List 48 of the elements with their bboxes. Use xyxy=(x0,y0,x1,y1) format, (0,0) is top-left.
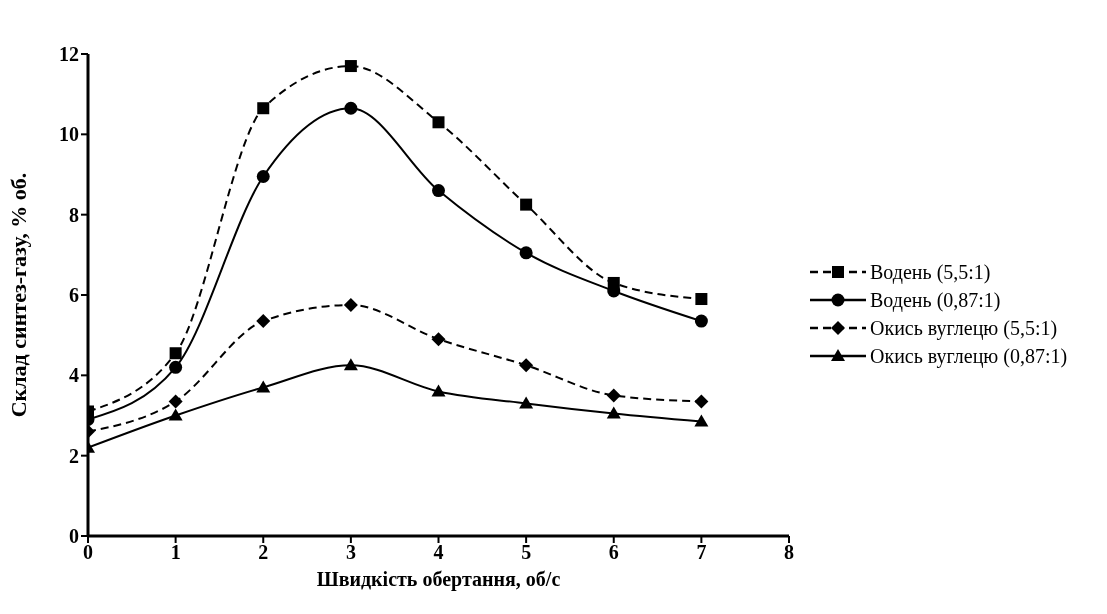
point xyxy=(432,184,445,198)
y-tick-label: 10 xyxy=(59,123,79,146)
legend-label: Окись вуглецю (5,5:1) xyxy=(870,316,1058,340)
point xyxy=(606,406,621,419)
legend-label: Окись вуглецю (0,87:1) xyxy=(870,344,1068,368)
point xyxy=(431,332,446,347)
point xyxy=(694,314,708,328)
y-axis-title: Склад синтез-газу, % об. xyxy=(5,172,31,418)
x-axis-title: Швидкість обертання, об/с xyxy=(316,568,561,590)
point xyxy=(256,314,271,329)
point xyxy=(695,293,708,306)
point xyxy=(257,102,270,115)
point xyxy=(344,60,357,73)
point xyxy=(694,414,709,427)
legend-label: Водень (5,5:1) xyxy=(870,260,991,284)
point xyxy=(344,101,358,115)
point xyxy=(256,380,271,393)
y-tick-label: 4 xyxy=(69,364,79,387)
y-tick-label: 2 xyxy=(69,444,79,467)
y-tick-label: 0 xyxy=(69,525,79,548)
x-tick-label: 5 xyxy=(521,541,532,564)
point xyxy=(168,394,183,409)
point xyxy=(168,408,183,421)
point xyxy=(169,347,182,360)
x-tick-label: 6 xyxy=(608,541,619,564)
point xyxy=(519,246,533,260)
x-tick-label: 3 xyxy=(345,541,356,564)
x-tick-label: 1 xyxy=(170,541,181,564)
x-tick-label: 0 xyxy=(83,541,93,564)
point xyxy=(519,358,534,373)
y-tick-label: 6 xyxy=(69,284,79,307)
point xyxy=(606,388,621,403)
x-tick-label: 4 xyxy=(433,541,444,564)
point xyxy=(169,360,183,374)
y-tick-label: 8 xyxy=(69,203,79,226)
point xyxy=(432,116,445,129)
x-tick-label: 7 xyxy=(696,541,707,564)
point xyxy=(343,298,358,313)
point xyxy=(431,384,446,397)
point xyxy=(343,358,358,371)
point xyxy=(520,198,533,211)
point xyxy=(519,396,534,409)
point xyxy=(256,170,270,184)
x-tick-label: 8 xyxy=(784,541,794,564)
point xyxy=(694,394,709,409)
legend-label: Водень (0,87:1) xyxy=(870,288,1001,312)
y-tick-label: 12 xyxy=(59,43,79,66)
x-tick-label: 2 xyxy=(258,541,269,564)
